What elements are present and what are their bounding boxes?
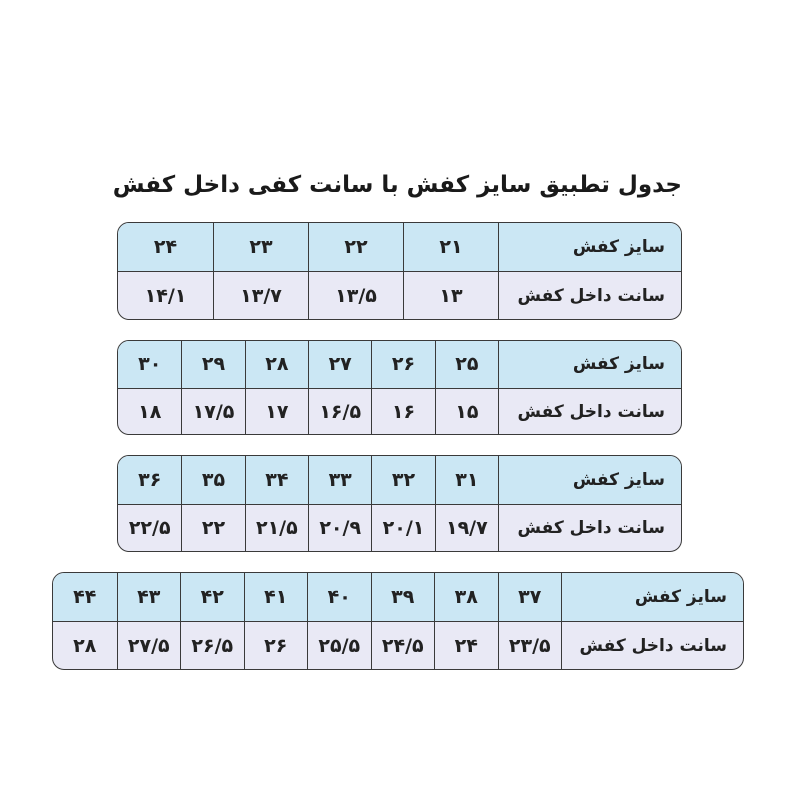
insole-cm-cell: ۱۸	[138, 400, 162, 423]
insole-cm-row: سانت داخل کفش ۱۵ ۱۶ ۱۶/۵ ۱۷ ۱۷/۵ ۱۸	[118, 388, 681, 434]
insole-cm-cell: ۲۰/۱	[371, 504, 434, 551]
size-table-4: سایز کفش ۳۷ ۳۸ ۳۹ ۴۰ ۴۱ ۴۲ ۴۳ ۴۴ سانت داخل کفش ۲۳/…	[52, 572, 744, 670]
shoe-size-cell: ۴۴	[73, 586, 97, 608]
insole-cm-cell: ۱۴/۱	[144, 285, 187, 307]
insole-cm-cell: ۱۷	[244, 388, 308, 434]
row-label: سانت داخل کفش	[498, 504, 681, 551]
insole-cm-cell: ۲۱/۵	[244, 504, 308, 551]
insole-cm-cell: ۱۷/۵	[181, 388, 244, 434]
shoe-size-cell: ۴۳	[116, 573, 181, 621]
insole-cm-cell: ۱۹/۷	[434, 504, 498, 551]
insole-cm-row: سانت داخل کفش ۱۳ ۱۳/۵ ۱۳/۷ ۱۴/۱	[118, 272, 681, 319]
shoe-size-cell: ۲۷	[308, 341, 371, 388]
shoe-size-cell: ۲۶	[371, 341, 434, 388]
row-label: سانت داخل کفش	[561, 622, 743, 669]
insole-cm-cell: ۱۳/۷	[213, 272, 308, 319]
insole-cm-row: سانت داخل کفش ۲۳/۵ ۲۴ ۲۴/۵ ۲۵/۵ ۲۶ ۲۶/۵ ۲۷/۵ ۲۸	[53, 622, 743, 669]
insole-cm-cell: ۲۴	[434, 622, 498, 669]
insole-cm-cell: ۱۳	[403, 272, 498, 319]
shoe-size-cell: ۳۹	[370, 573, 435, 621]
shoe-size-cell: ۲۳	[213, 223, 308, 271]
shoe-size-cell: ۲۸	[244, 341, 308, 388]
shoe-size-row: سایز کفش ۲۱ ۲۲ ۲۳ ۲۴	[118, 223, 681, 272]
shoe-size-cell: ۲۴	[153, 236, 178, 258]
insole-cm-cell: ۲۳/۵	[497, 622, 562, 669]
insole-cm-cell: ۲۰/۹	[308, 504, 371, 551]
shoe-size-cell: ۳۸	[434, 573, 498, 621]
shoe-size-cell: ۴۱	[243, 573, 308, 621]
insole-cm-cell: ۲۷/۵	[116, 622, 181, 669]
page-title: جدول تطبیق سایز کفش با سانت کفی داخل کفش	[112, 172, 682, 198]
row-label: سانت داخل کفش	[498, 388, 681, 434]
insole-cm-row: سانت داخل کفش ۱۹/۷ ۲۰/۱ ۲۰/۹ ۲۱/۵ ۲۲ ۲۲/۵	[118, 504, 681, 551]
size-table-3: سایز کفش ۳۱ ۳۲ ۳۳ ۳۴ ۳۵ ۳۶ سانت داخل کفش ۱۹/۷ ۲۰/…	[117, 455, 682, 552]
row-label: سایز کفش	[561, 573, 743, 621]
insole-cm-cell: ۱۳/۵	[308, 272, 403, 319]
size-table-1: سایز کفش ۲۱ ۲۲ ۲۳ ۲۴ سانت داخل کفش ۱۳ ۱۳/۵ ۱۳/۷ ۱…	[117, 222, 682, 320]
shoe-size-row: سایز کفش ۲۵ ۲۶ ۲۷ ۲۸ ۲۹ ۳۰	[118, 341, 681, 389]
shoe-size-cell: ۳۶	[138, 468, 162, 491]
insole-cm-cell: ۲۶/۵	[180, 622, 244, 669]
shoe-size-cell: ۳۷	[497, 573, 562, 621]
shoe-size-cell: ۴۲	[180, 573, 244, 621]
row-label: سایز کفش	[498, 341, 681, 388]
shoe-size-row: سایز کفش ۳۱ ۳۲ ۳۳ ۳۴ ۳۵ ۳۶	[118, 456, 681, 505]
insole-cm-cell: ۲۴/۵	[370, 622, 435, 669]
insole-cm-cell: ۱۶	[371, 388, 434, 434]
insole-cm-cell: ۲۲/۵	[128, 517, 171, 540]
shoe-size-cell: ۳۵	[181, 456, 244, 504]
size-table-2: سایز کفش ۲۵ ۲۶ ۲۷ ۲۸ ۲۹ ۳۰ سانت داخل کفش ۱۵ ۱۶ ۱۶/…	[117, 340, 682, 435]
row-label: سایز کفش	[498, 223, 681, 271]
shoe-size-cell: ۲۲	[308, 223, 403, 271]
insole-cm-cell: ۲۵/۵	[307, 622, 371, 669]
insole-cm-cell: ۲۸	[73, 635, 97, 657]
insole-cm-cell: ۲۶	[243, 622, 308, 669]
shoe-size-row: سایز کفش ۳۷ ۳۸ ۳۹ ۴۰ ۴۱ ۴۲ ۴۳ ۴۴	[53, 573, 743, 622]
insole-cm-cell: ۱۶/۵	[308, 388, 371, 434]
shoe-size-cell: ۲۹	[181, 341, 244, 388]
shoe-size-cell: ۳۳	[308, 456, 371, 504]
insole-cm-cell: ۱۵	[434, 388, 498, 434]
shoe-size-cell: ۲۵	[434, 341, 498, 388]
row-label: سایز کفش	[498, 456, 681, 504]
shoe-size-cell: ۳۰	[138, 353, 162, 376]
shoe-size-cell: ۳۲	[371, 456, 434, 504]
insole-cm-cell: ۲۲	[181, 504, 244, 551]
row-label: سانت داخل کفش	[498, 272, 681, 319]
shoe-size-cell: ۴۰	[307, 573, 371, 621]
shoe-size-cell: ۳۴	[244, 456, 308, 504]
shoe-size-cell: ۳۱	[434, 456, 498, 504]
shoe-size-cell: ۲۱	[403, 223, 498, 271]
